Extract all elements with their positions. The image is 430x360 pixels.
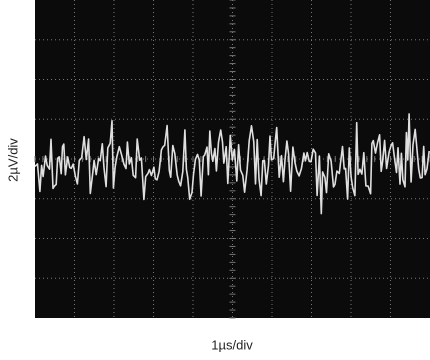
x-scale-label: 1µs/div <box>211 337 253 352</box>
signal-trace <box>34 113 430 215</box>
y-scale-label: 2µV/div <box>5 138 20 182</box>
